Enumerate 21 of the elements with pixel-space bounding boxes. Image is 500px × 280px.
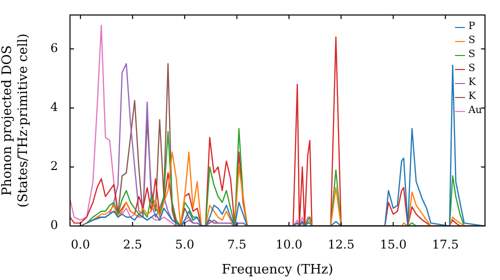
x-tick-label: 2.5 — [123, 237, 142, 252]
x-tick-label: 5.0 — [175, 237, 194, 252]
legend-label: S — [468, 34, 476, 48]
legend-label: P — [468, 20, 476, 34]
legend-label: S — [468, 48, 476, 62]
legend-label: Au — [468, 104, 482, 118]
x-axis-title: Frequency (THz) — [222, 262, 334, 278]
y-tick-label: 0 — [50, 218, 58, 232]
x-tick-label: 15.0 — [380, 237, 407, 252]
y-tick-label: 2 — [50, 159, 58, 174]
y-axis-title: Phonon projected DOS (States/THz·primitive cell) — [0, 33, 31, 208]
y-tick-label: 4 — [50, 100, 58, 114]
legend-label: K — [468, 90, 476, 104]
x-tick-label: 12.5 — [328, 237, 354, 252]
y-tick-label: 6 — [50, 41, 58, 56]
x-tick-label: 17.5 — [432, 237, 459, 252]
x-tick-label: 0.0 — [70, 237, 90, 252]
x-tick-label: 7.5 — [227, 237, 246, 252]
legend-label: K — [468, 76, 476, 90]
legend-label: S — [468, 62, 476, 76]
x-tick-label: 10.0 — [276, 237, 302, 252]
